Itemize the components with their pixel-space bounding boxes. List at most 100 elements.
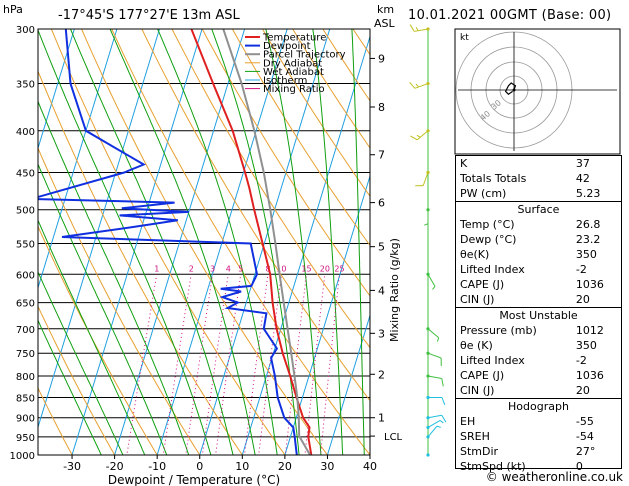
wind-barb-staff — [416, 130, 429, 141]
hodograph-index-value: -54 — [575, 430, 594, 443]
pressure-tick-label: 950 — [16, 433, 35, 444]
surface-index-label: Lifted Index — [460, 263, 525, 276]
index-row: PW (cm) 5.23 — [456, 186, 621, 202]
wind-barb — [426, 414, 447, 423]
most-unstable-index-label: CAPE (J) — [460, 369, 505, 382]
wind-barb — [409, 24, 430, 32]
datetime-title: 10.01.2021 00GMT (Base: 00) — [408, 8, 612, 23]
wind-barb — [410, 129, 430, 141]
most-unstable-index-row: CAPE (J) 1036 — [456, 368, 621, 383]
surface-index-row: Temp (°C) 26.8 — [456, 217, 621, 232]
credit-text: © weatheronline.co.uk — [485, 470, 623, 484]
wind-barb — [426, 425, 441, 439]
legend-entry: Dewpoint — [263, 41, 311, 52]
mixing-ratio-label: 5 — [238, 264, 243, 273]
pressure-tick-label: 500 — [16, 206, 35, 217]
wind-barb-staff — [427, 328, 440, 339]
surface-index-value: -2 — [575, 263, 587, 276]
dry-adiabat — [38, 225, 158, 455]
wind-barb-staff — [422, 172, 429, 186]
hodograph-index-label: EH — [460, 415, 476, 428]
wind-barb — [426, 327, 440, 342]
dry-adiabat — [111, 29, 370, 455]
legend-entry: Dry Adiabat — [263, 58, 322, 69]
wind-barb — [426, 374, 444, 387]
wind-barb-half-flag — [439, 420, 444, 424]
x-axis-label: Dewpoint / Temperature (°C) — [108, 473, 280, 486]
indices-table: K 37 Totals Totals 42 PW (cm) 5.23 Surface Temp… — [456, 156, 621, 474]
wind-barb — [426, 395, 446, 406]
wet-adiabat — [38, 270, 124, 455]
dry-adiabat — [141, 29, 370, 402]
plot-area: 1 2 3 4 5 8 10 15 20 25 — [38, 29, 370, 455]
wet-adiabat — [38, 29, 212, 455]
isotherm-line — [38, 29, 118, 290]
km-unit-label: km — [377, 3, 395, 16]
mixing-ratio-label: 15 — [301, 264, 311, 273]
mixing-ratio-line — [126, 274, 158, 455]
dry-adiabat — [38, 146, 201, 455]
wet-adiabat — [38, 219, 146, 455]
surface-index-row: Lifted Index -2 — [456, 262, 621, 277]
most-unstable-index-value: 1036 — [575, 369, 604, 382]
dry-adiabat — [231, 29, 370, 247]
km-tick-label: 6 — [378, 197, 385, 210]
pressure-tick-label: 400 — [16, 127, 35, 138]
most-unstable-index-value: 20 — [575, 384, 590, 397]
x-tick-label: 0 — [196, 460, 203, 473]
indices-panel: K 37 Totals Totals 42 PW (cm) 5.23 Surface Temp… — [455, 155, 622, 473]
index-row: Totals Totals 42 — [456, 171, 621, 186]
mixing-ratio-label: 2 — [189, 264, 194, 273]
pressure-tick-label: 800 — [16, 372, 35, 383]
index-label: Totals Totals — [460, 172, 527, 185]
most-unstable-index-row: CIN (J) 20 — [456, 383, 621, 399]
hodograph-index-row: SREH -54 — [456, 429, 621, 444]
wind-barb — [409, 81, 430, 89]
hodograph-section-title: Hodograph — [456, 398, 621, 414]
wind-barb-flag — [410, 135, 418, 141]
km-tick-label: 2 — [378, 368, 385, 381]
wet-adiabat — [265, 29, 322, 455]
x-tick-label: 10 — [235, 460, 249, 473]
wind-barb-staff — [427, 274, 436, 287]
mixing-ratio-label: 4 — [226, 264, 231, 273]
surface-section-header: Surface — [456, 201, 621, 217]
wind-barb-flag — [441, 397, 446, 406]
index-row: K 37 — [456, 156, 621, 171]
dry-adiabat — [38, 386, 73, 455]
wind-barb — [426, 453, 430, 457]
pressure-tick-label: 700 — [16, 325, 35, 336]
pressure-tick-label: 850 — [16, 393, 35, 404]
surface-index-label: CAPE (J) — [460, 278, 505, 291]
wind-barb — [426, 419, 444, 430]
wind-barb-half-flag — [415, 83, 419, 88]
storm-motion-marker — [512, 88, 516, 92]
hodograph-index-row: StmDir 27° — [456, 444, 621, 459]
mixing-ratio-line — [258, 274, 282, 455]
km-tick-label: 7 — [378, 149, 385, 162]
wind-barb-staff — [414, 28, 429, 32]
wind-barb-half-flag — [416, 134, 421, 138]
hodograph-index-value: 0 — [575, 460, 583, 473]
most-unstable-index-row: Pressure (mb) 1012 — [456, 323, 621, 338]
wind-barb-dot — [426, 453, 430, 457]
x-tick-label: -20 — [106, 460, 124, 473]
mixing-ratio-line — [162, 274, 192, 455]
wind-barb-staff — [427, 375, 442, 379]
hodograph-index-value: -55 — [575, 415, 594, 428]
km-tick-label: 9 — [378, 52, 385, 65]
km-tick-label: 8 — [378, 101, 385, 114]
surface-index-value: 26.8 — [575, 218, 601, 231]
hodograph-index-label: StmSpd (kt) — [460, 460, 526, 473]
surface-index-row: θe(K) 350 — [456, 247, 621, 262]
dry-adiabat — [261, 29, 370, 198]
dry-adiabat — [292, 29, 370, 149]
plot-frame — [37, 28, 371, 456]
legend-entry: Mixing Ratio — [263, 84, 325, 95]
series-temperature — [190, 29, 313, 455]
wind-barb-staff — [414, 83, 429, 89]
dry-adiabat — [81, 29, 329, 455]
legend-entry: Wet Adiabat — [263, 67, 324, 78]
mixing-ratio-line — [319, 274, 340, 455]
